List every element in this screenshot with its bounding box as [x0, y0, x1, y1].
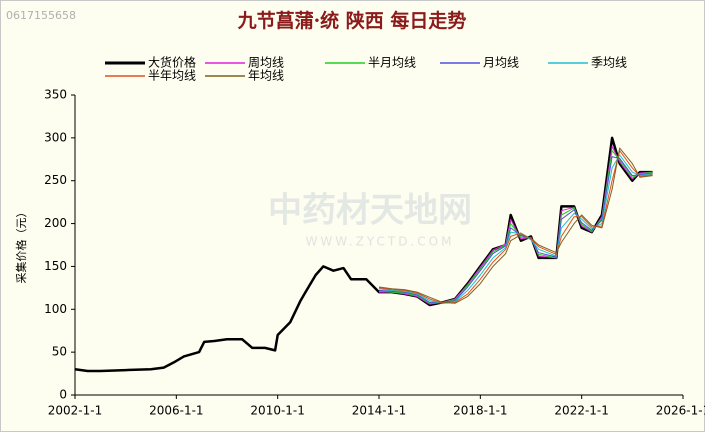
y-tick-label: 300: [44, 130, 67, 144]
logo-text: 中药材天地网: [268, 191, 472, 231]
y-tick-label: 50: [52, 345, 67, 359]
x-tick-label: 2002-1-1: [48, 404, 102, 418]
y-tick-label: 250: [44, 173, 67, 187]
y-tick-label: 0: [59, 388, 67, 402]
series-line: [378, 147, 653, 304]
x-tick-label: 2018-1-1: [453, 404, 507, 418]
x-tick-label: 2006-1-1: [149, 404, 203, 418]
y-tick-label: 150: [44, 259, 67, 273]
legend-label: 月均线: [483, 56, 519, 70]
watermark: 0617155658: [6, 9, 76, 22]
legend-label: 大货价格: [148, 55, 196, 70]
legend-label: 半月均线: [368, 56, 416, 70]
legend-label: 季均线: [591, 56, 627, 70]
x-tick-label: 2026-1-1: [656, 404, 705, 418]
x-tick-label: 2022-1-1: [554, 404, 608, 418]
x-tick-label: 2010-1-1: [250, 404, 304, 418]
x-tick-label: 2014-1-1: [352, 404, 406, 418]
legend-label: 周均线: [248, 56, 284, 70]
y-tick-label: 200: [44, 216, 67, 230]
logo-url: WWW.ZYCTD.COM: [306, 235, 455, 249]
y-axis-label: 采集价格（元）: [14, 207, 28, 284]
y-tick-label: 350: [44, 88, 67, 102]
legend-label: 半年均线: [148, 69, 196, 83]
legend-label: 年均线: [248, 69, 284, 83]
series-line: [74, 136, 653, 373]
y-tick-label: 100: [44, 302, 67, 316]
chart-title: 九节菖蒲·统 陕西 每日走势: [237, 9, 467, 32]
